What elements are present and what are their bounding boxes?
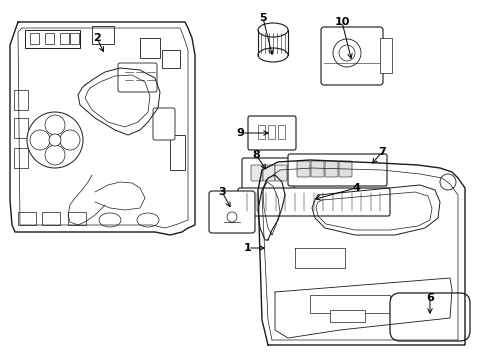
Bar (379, 38, 391, 73)
Bar (309, 295, 389, 313)
FancyBboxPatch shape (287, 154, 386, 186)
FancyBboxPatch shape (118, 63, 157, 92)
Bar (258, 125, 264, 139)
Text: 2: 2 (93, 33, 101, 43)
Circle shape (439, 174, 455, 190)
Circle shape (49, 134, 61, 146)
Bar (278, 125, 285, 139)
Circle shape (338, 45, 354, 61)
Bar (14, 90, 28, 110)
FancyBboxPatch shape (242, 158, 293, 190)
FancyBboxPatch shape (250, 165, 263, 181)
Bar (329, 310, 364, 322)
Circle shape (45, 145, 65, 165)
FancyBboxPatch shape (263, 165, 274, 181)
Text: 8: 8 (252, 150, 259, 160)
Ellipse shape (258, 23, 287, 37)
Bar (68, 212, 86, 225)
FancyBboxPatch shape (310, 161, 324, 177)
Ellipse shape (258, 48, 287, 62)
Circle shape (27, 112, 83, 168)
Circle shape (226, 212, 237, 222)
Text: 6: 6 (425, 293, 433, 303)
Bar (267, 125, 274, 139)
FancyBboxPatch shape (325, 161, 337, 177)
Circle shape (332, 39, 360, 67)
Text: 5: 5 (259, 13, 266, 23)
Text: 3: 3 (218, 187, 225, 197)
Circle shape (45, 115, 65, 135)
FancyBboxPatch shape (153, 108, 175, 140)
Bar (25, 30, 80, 48)
FancyBboxPatch shape (274, 165, 286, 181)
FancyBboxPatch shape (338, 161, 351, 177)
Bar (60, 33, 69, 44)
Text: 4: 4 (351, 183, 359, 193)
Text: 7: 7 (377, 147, 385, 157)
FancyBboxPatch shape (389, 293, 469, 341)
FancyBboxPatch shape (247, 116, 295, 150)
Bar (92, 26, 114, 44)
Circle shape (30, 130, 50, 150)
Bar (162, 50, 180, 68)
Bar (18, 212, 36, 225)
Bar (30, 33, 39, 44)
Circle shape (60, 130, 80, 150)
Text: 9: 9 (236, 128, 244, 138)
Ellipse shape (137, 213, 159, 227)
Bar (70, 33, 79, 44)
Ellipse shape (99, 213, 121, 227)
Bar (170, 135, 184, 170)
FancyBboxPatch shape (208, 191, 254, 233)
Bar (45, 33, 54, 44)
FancyBboxPatch shape (320, 27, 382, 85)
FancyBboxPatch shape (296, 161, 309, 177)
Bar (14, 118, 28, 138)
Text: 10: 10 (334, 17, 349, 27)
Bar (14, 148, 28, 168)
FancyBboxPatch shape (238, 188, 389, 216)
Bar (42, 212, 60, 225)
Bar (140, 38, 160, 58)
Text: 1: 1 (244, 243, 251, 253)
